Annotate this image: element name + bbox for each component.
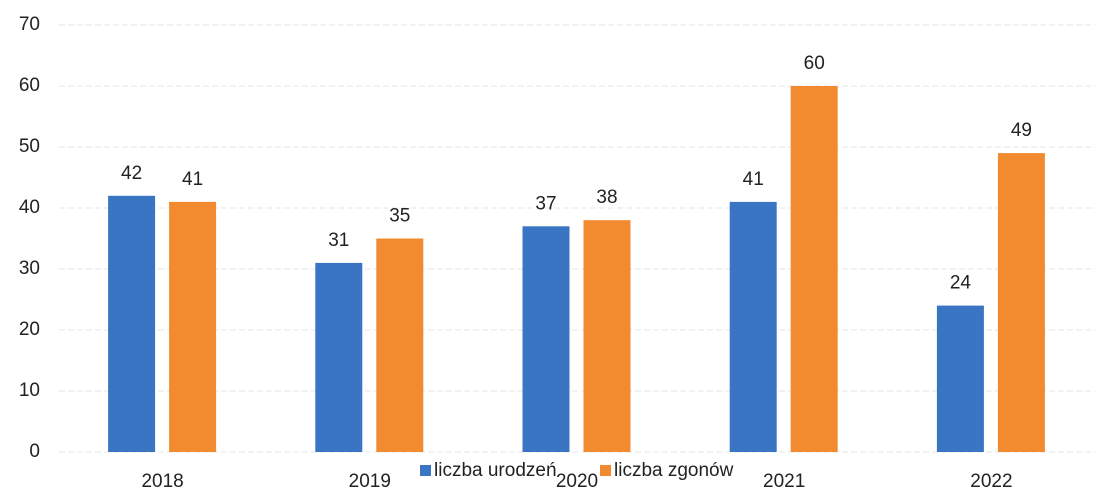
data-label: 37 [535,193,556,214]
y-tick-label: 50 [19,136,40,157]
data-label: 42 [121,163,142,184]
legend-label: liczba urodzeń [434,460,557,481]
bar [997,153,1045,452]
x-tick-label: 2022 [970,471,1012,492]
data-label: 49 [1011,120,1032,141]
data-label: 38 [596,187,617,208]
y-tick-label: 40 [19,197,40,218]
y-tick-label: 30 [19,258,40,279]
y-tick-label: 20 [19,319,40,340]
data-label: 60 [804,53,825,74]
data-label: 24 [950,273,972,294]
y-tick-label: 10 [19,380,40,401]
y-tick-label: 60 [19,75,40,96]
bar [169,201,217,452]
x-tick-label: 2019 [349,471,391,492]
data-label: 41 [182,169,203,190]
bar [729,201,777,452]
bar [522,226,570,452]
legend-swatch [420,465,431,476]
x-tick-label: 2020 [556,471,598,492]
y-tick-label: 70 [19,14,40,35]
x-tick-label: 2021 [763,471,805,492]
legend-label: liczba zgonów [614,460,734,481]
x-tick-label: 2018 [141,471,183,492]
bar [315,262,363,452]
bar [936,305,984,452]
data-label: 35 [389,206,410,227]
y-tick-label: 0 [29,441,40,462]
bar [583,220,631,452]
bar [790,86,838,452]
data-label: 41 [743,169,764,190]
bar [108,195,156,453]
data-label: 31 [328,230,349,251]
legend-swatch [600,465,611,476]
bar [376,238,424,452]
